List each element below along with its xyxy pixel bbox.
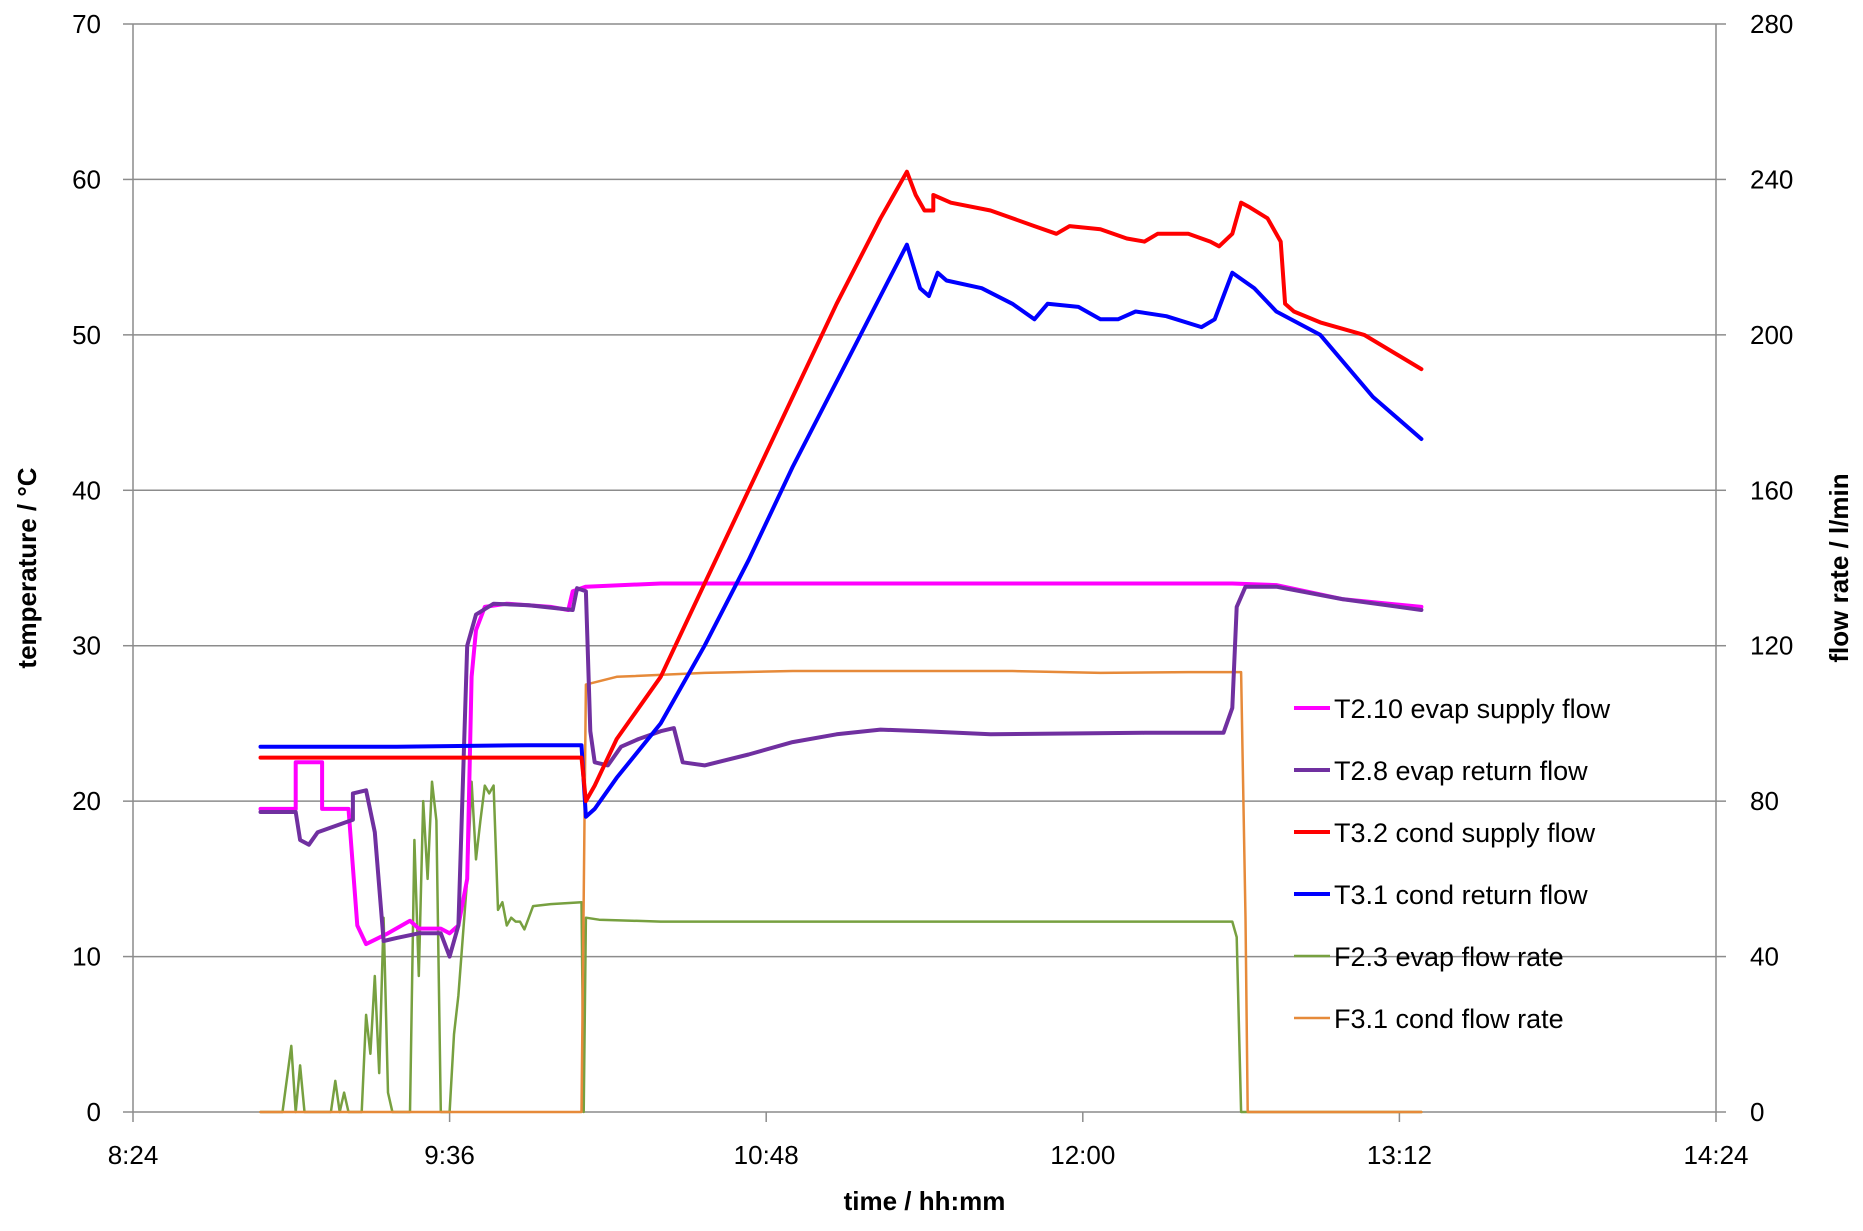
x-tick-label: 8:24 <box>108 1140 159 1170</box>
legend-label: F3.1 cond flow rate <box>1334 1004 1564 1034</box>
x-tick-label: 9:36 <box>424 1140 475 1170</box>
y-right-tick-label: 160 <box>1750 475 1793 505</box>
legend-label: T2.8 evap return flow <box>1334 756 1588 786</box>
legend-label: F2.3 evap flow rate <box>1334 942 1564 972</box>
x-tick-label: 10:48 <box>734 1140 799 1170</box>
y-right-tick-label: 280 <box>1750 9 1793 39</box>
legend-label: T3.1 cond return flow <box>1334 880 1588 910</box>
plot-area <box>258 169 1424 1114</box>
x-axis-title: time / hh:mm <box>844 1186 1006 1216</box>
y-left-tick-label: 30 <box>72 631 101 661</box>
series-line-F3-1 <box>259 669 1423 1114</box>
y-left-tick-label: 70 <box>72 9 101 39</box>
y-right-tick-label: 200 <box>1750 320 1793 350</box>
series-line-F2-3 <box>259 780 1423 1114</box>
gridlines <box>133 23 1716 958</box>
series-line-T2-10 <box>258 581 1424 947</box>
y-right-tick-label: 80 <box>1750 786 1779 816</box>
y-right-tick-label: 40 <box>1750 942 1779 972</box>
series-line-T3-1 <box>258 242 1424 819</box>
y-left-tick-label: 0 <box>87 1097 101 1127</box>
tick-labels: 0 10 20 30 40 50 60 70 0 40 80 120 160 200 240 280 8:24 9… <box>72 9 1793 1170</box>
y-right-tick-label: 120 <box>1750 631 1793 661</box>
y-axis-left-title: temperature / °C <box>12 467 42 668</box>
axis-titles: time / hh:mm temperature / °C flow rate / … <box>12 467 1854 1216</box>
y-left-tick-label: 50 <box>72 320 101 350</box>
y-left-tick-label: 10 <box>72 942 101 972</box>
y-left-tick-label: 20 <box>72 786 101 816</box>
y-right-tick-label: 0 <box>1750 1097 1764 1127</box>
x-tick-label: 13:12 <box>1367 1140 1432 1170</box>
legend: T2.10 evap supply flow T2.8 evap return f… <box>1294 694 1611 1034</box>
y-left-tick-label: 60 <box>72 164 101 194</box>
series-line-T2-8 <box>258 584 1424 959</box>
x-tick-label: 12:00 <box>1050 1140 1115 1170</box>
x-tick-label: 14:24 <box>1683 1140 1748 1170</box>
y-left-tick-label: 40 <box>72 475 101 505</box>
series-line-T3-2 <box>258 169 1424 804</box>
legend-label: T2.10 evap supply flow <box>1334 694 1611 724</box>
y-right-tick-label: 240 <box>1750 164 1793 194</box>
y-axis-right-title: flow rate / l/min <box>1824 473 1854 662</box>
legend-label: T3.2 cond supply flow <box>1334 818 1596 848</box>
